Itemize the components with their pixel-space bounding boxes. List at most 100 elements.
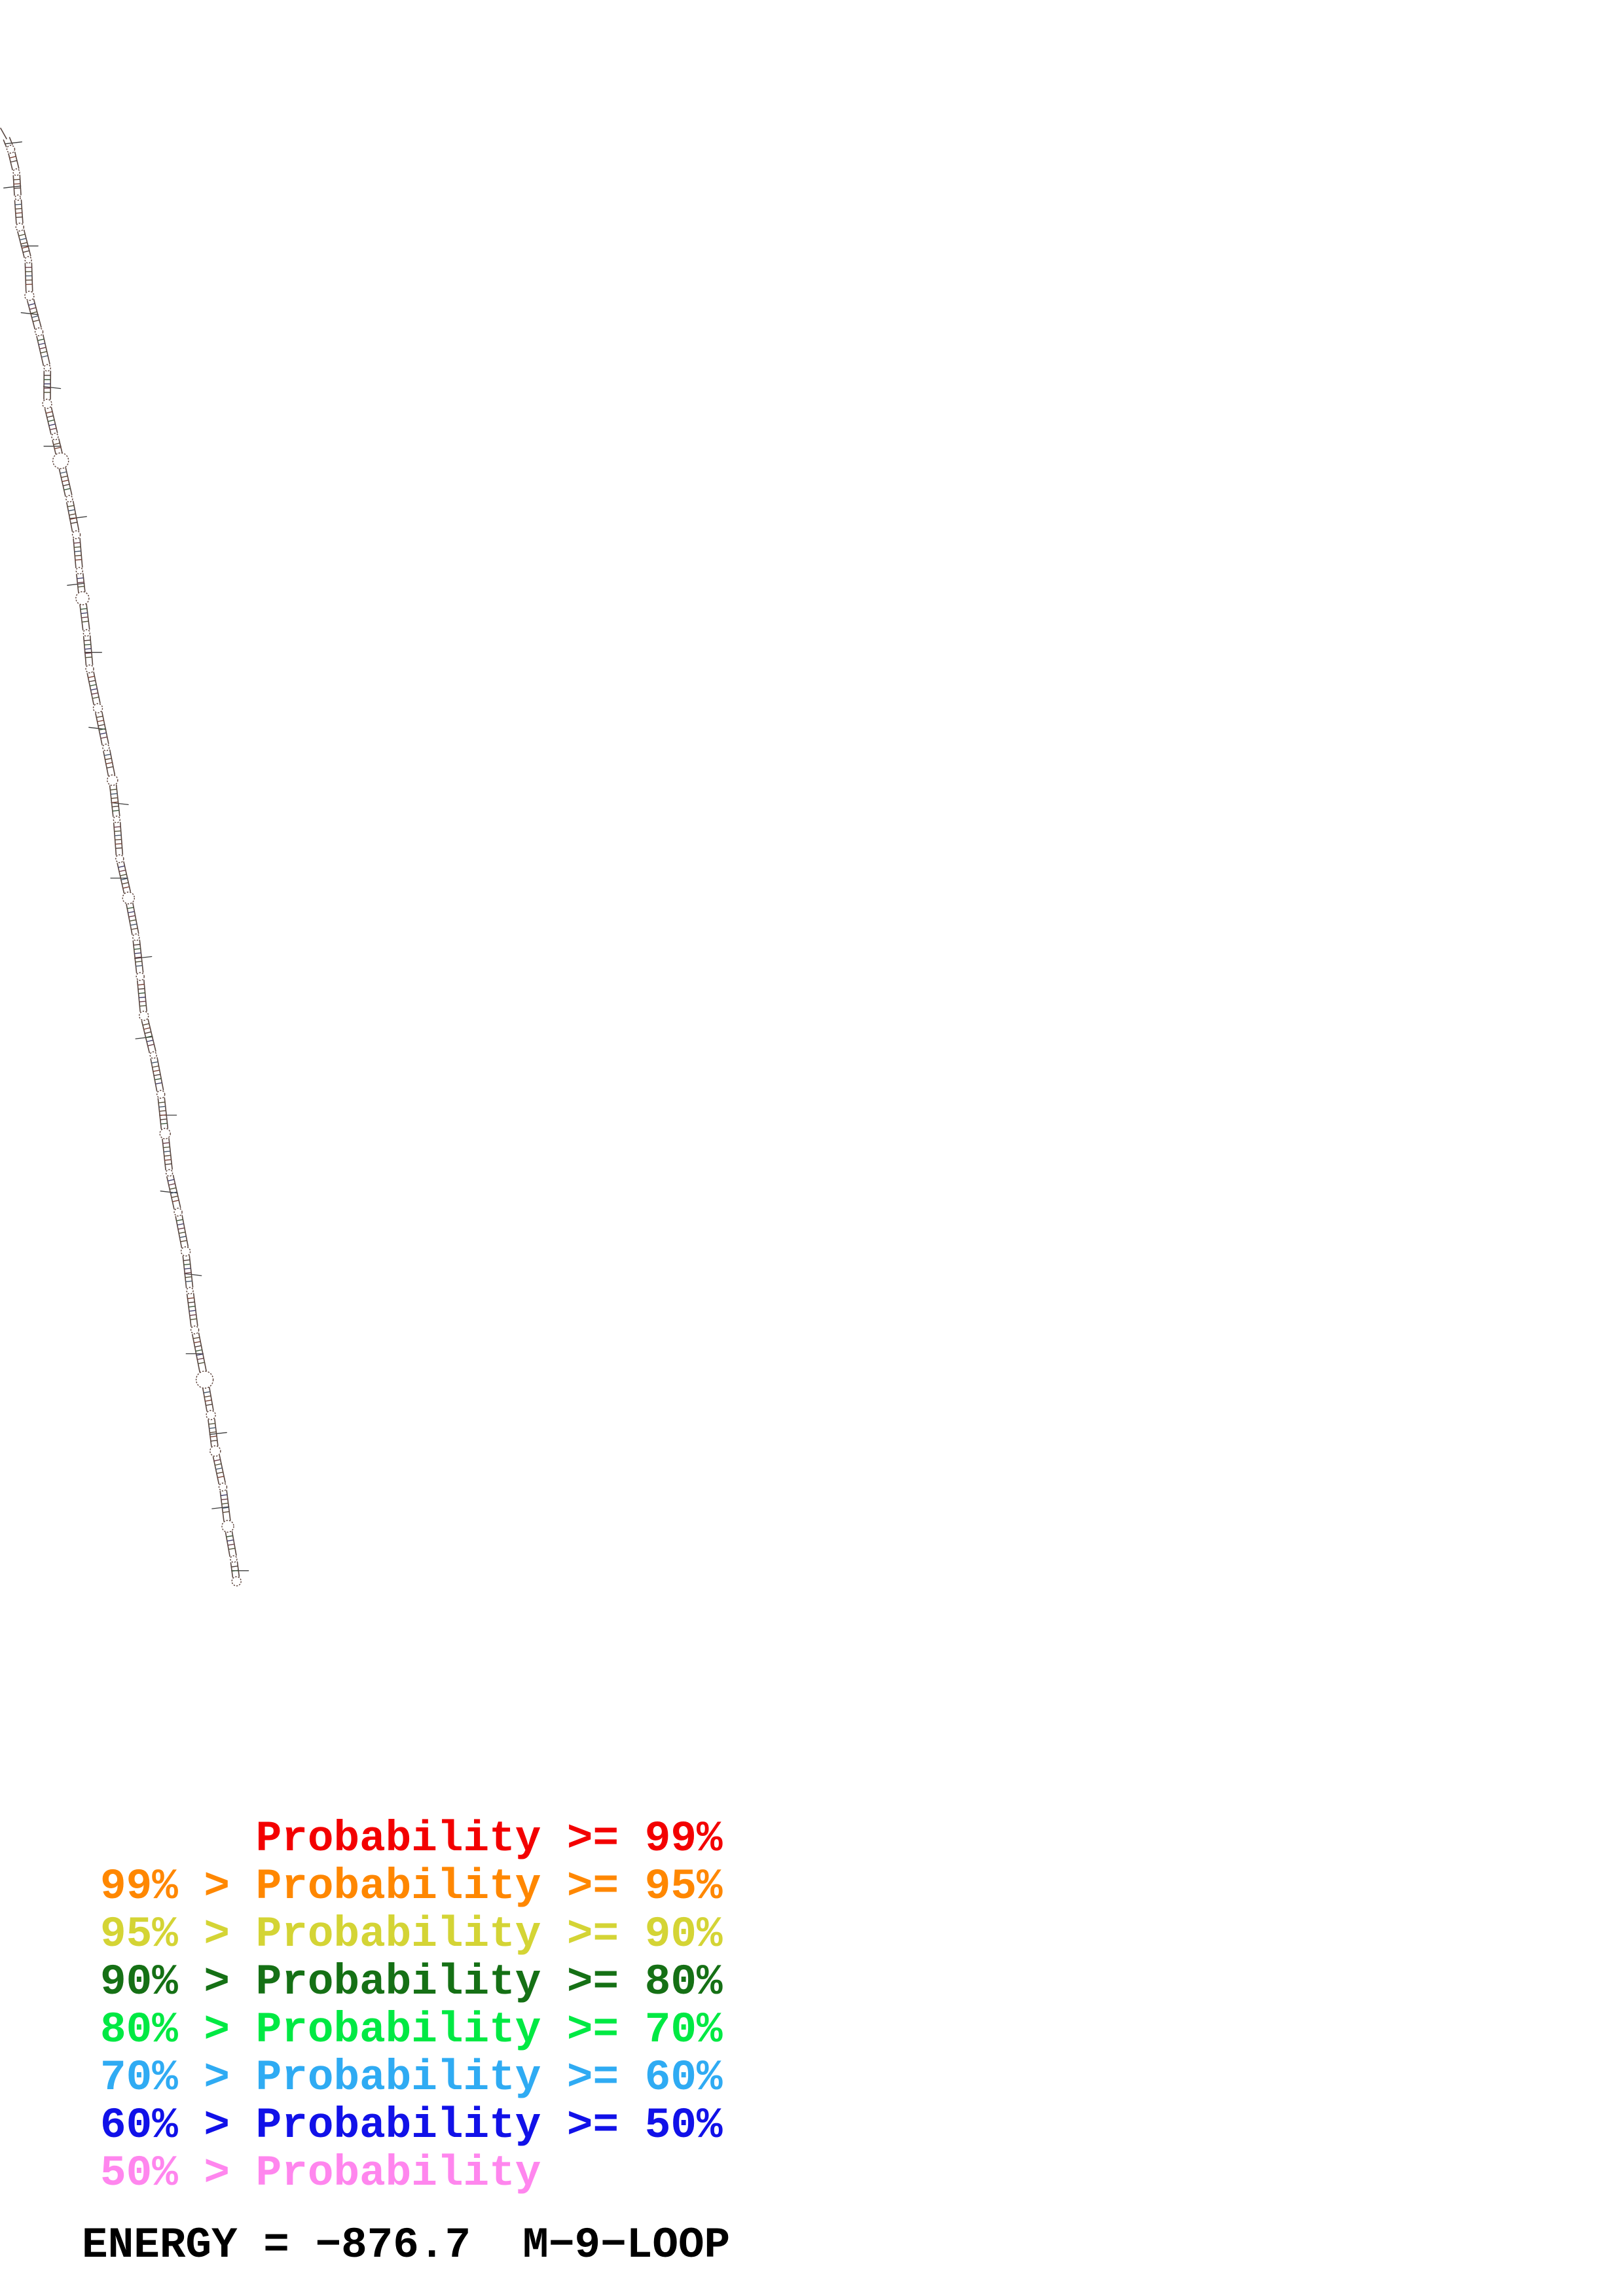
base-pair [221, 1502, 228, 1505]
strand [150, 1058, 158, 1092]
strand [236, 1561, 240, 1577]
base-pair [158, 1102, 166, 1103]
position-tick [67, 583, 85, 586]
base-pair [47, 420, 55, 422]
base-pair [220, 1494, 228, 1496]
base-pair [129, 919, 137, 922]
position-tick [211, 1506, 230, 1509]
base-pair [144, 1031, 152, 1034]
interior-loop [132, 933, 140, 941]
base-pair [13, 183, 21, 185]
base-pair [155, 1078, 162, 1081]
base-pair [96, 715, 103, 718]
base-pair [146, 1039, 154, 1043]
base-pair [120, 878, 128, 880]
base-pair [100, 736, 107, 739]
interior-loop [15, 223, 24, 232]
base-pair [169, 1187, 177, 1190]
base-pair [139, 1005, 147, 1007]
base-pair [120, 874, 127, 876]
strand [115, 784, 120, 817]
probability-legend: Probability >= 99% 99% > Probability >= 9… [100, 1815, 723, 2197]
interior-loop [52, 452, 69, 469]
base-pair [16, 216, 23, 218]
base-pair [189, 1310, 196, 1312]
base-pair [203, 1391, 211, 1393]
base-pair [92, 696, 100, 699]
base-pair [40, 351, 47, 353]
interior-loop [149, 1051, 157, 1059]
base-pair [10, 160, 18, 163]
base-pair [209, 1427, 216, 1429]
strand [139, 939, 144, 973]
strand [162, 1138, 166, 1171]
interior-loop [230, 1555, 238, 1563]
base-pair [137, 984, 145, 986]
interior-loop [136, 972, 145, 981]
interior-loop [43, 364, 52, 372]
base-pair [22, 246, 29, 249]
interior-loop [156, 1090, 166, 1099]
position-tick [69, 516, 87, 519]
base-pair [54, 446, 62, 450]
energy-label: ENERGY = −876.7 M−9−LOOP [82, 2221, 731, 2270]
base-pair [81, 617, 88, 619]
base-pair [115, 847, 122, 849]
strand [202, 1388, 208, 1412]
interior-loop [122, 891, 136, 905]
strand [66, 502, 73, 532]
strand [143, 979, 147, 1012]
base-pair [160, 1119, 168, 1121]
interior-loop [190, 1325, 200, 1335]
base-pair [110, 789, 117, 791]
strand [9, 137, 13, 145]
base-pair [119, 869, 126, 872]
base-pair [138, 996, 146, 999]
strand [175, 1216, 183, 1248]
base-pair [185, 1280, 192, 1282]
strand [212, 1456, 220, 1484]
position-tick [209, 1432, 227, 1435]
base-pair [30, 311, 37, 314]
interior-loop [24, 256, 32, 264]
base-pair [64, 488, 71, 491]
base-pair [110, 793, 118, 795]
strand [12, 175, 15, 196]
base-pair [142, 1023, 150, 1026]
interior-loop [115, 854, 124, 863]
strand [58, 438, 63, 454]
strand [231, 1531, 237, 1556]
base-pair [81, 620, 89, 622]
base-pair [70, 522, 78, 524]
base-pair [134, 952, 141, 954]
base-pair [192, 1336, 200, 1339]
base-pair [152, 1066, 159, 1068]
legend-entry: 95% > Probability >= 90% [100, 1910, 723, 1959]
interior-loop [186, 1287, 194, 1295]
strand [156, 1057, 164, 1090]
base-pair [28, 303, 35, 306]
base-pair [158, 1105, 166, 1108]
base-pair [39, 347, 46, 350]
strand [36, 336, 45, 367]
position-tick [184, 1273, 202, 1276]
interior-loop [195, 1371, 214, 1389]
base-pair [33, 319, 40, 322]
base-pair [143, 1027, 151, 1030]
strand [189, 1255, 194, 1288]
base-pair [77, 581, 84, 584]
strand [132, 940, 137, 974]
base-pair [106, 766, 114, 769]
interior-loop [92, 703, 103, 713]
base-pair [48, 423, 56, 426]
base-pair [37, 338, 45, 341]
interior-loop [75, 567, 84, 575]
interior-loop [231, 1576, 242, 1587]
base-pair [213, 1459, 221, 1462]
base-pair [177, 1227, 185, 1230]
strand [73, 538, 77, 569]
base-pair [226, 1535, 233, 1537]
base-pair [88, 679, 96, 683]
base-pair [168, 1183, 175, 1186]
